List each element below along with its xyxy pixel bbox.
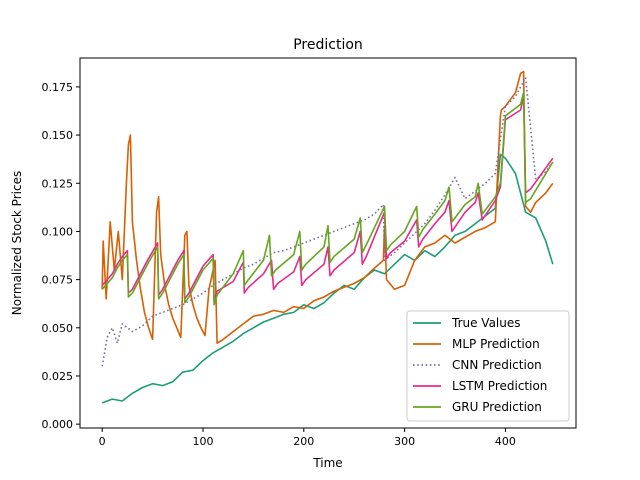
x-tick-label: 0 [99, 435, 106, 448]
x-tick-label: 300 [394, 435, 415, 448]
legend-label: True Values [451, 316, 521, 330]
legend: True Values MLP Prediction CNN Prediction L… [406, 310, 570, 422]
legend-box [406, 310, 570, 422]
series-line-gru-prediction [101, 91, 554, 306]
chart-title: Prediction [293, 37, 363, 53]
y-tick-label: 0.150 [42, 129, 74, 142]
x-tick-label: 100 [192, 435, 213, 448]
y-tick-label: 0.075 [42, 274, 74, 287]
y-tick-label: 0.175 [42, 81, 74, 94]
x-axis-label: Time [312, 456, 342, 470]
x-axis: 0 100 200 300 400 [99, 428, 516, 448]
y-tick-label: 0.000 [42, 418, 74, 431]
y-axis: 0.000 0.025 0.050 0.075 0.100 0.125 0.150 0.175 [42, 81, 80, 431]
legend-label: CNN Prediction [452, 358, 542, 372]
x-tick-label: 400 [495, 435, 516, 448]
x-tick-label: 200 [293, 435, 314, 448]
y-tick-label: 0.050 [42, 322, 74, 335]
legend-label: LSTM Prediction [452, 379, 547, 393]
plot-lines [101, 70, 554, 404]
legend-label: GRU Prediction [452, 400, 542, 414]
series-line-true-values [101, 153, 554, 404]
y-tick-label: 0.025 [42, 370, 74, 383]
y-tick-label: 0.100 [42, 225, 74, 238]
legend-label: MLP Prediction [452, 337, 540, 351]
y-axis-label: Normalized Stock Prices [10, 171, 24, 315]
plot-frame [79, 57, 577, 429]
series-line-lstm-prediction [101, 95, 554, 302]
y-tick-label: 0.125 [42, 177, 74, 190]
series-line-mlp-prediction [101, 70, 554, 345]
